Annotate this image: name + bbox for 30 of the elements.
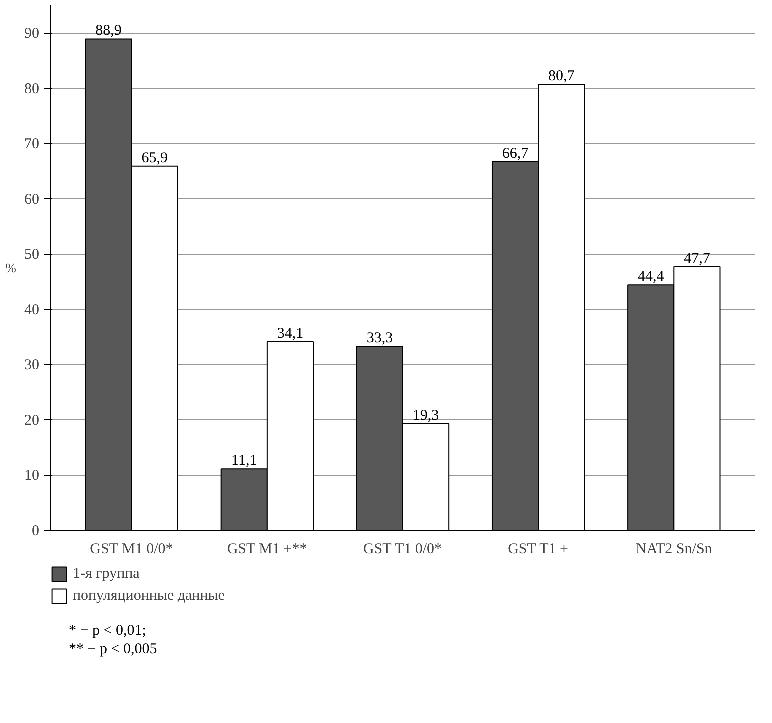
x-tick-label: GST M1 +** [227,542,308,558]
y-tick-label: 20 [24,412,40,429]
x-tick-label: GST M1 0/0* [90,542,174,558]
y-tick-label: 0 [32,524,40,540]
y-tick-label: 10 [24,468,40,484]
data-label: 44,4 [638,269,665,286]
data-label: 88,9 [96,23,122,40]
legend-label: 1-я группа [73,566,140,582]
data-label: 33,3 [366,330,394,346]
x-tick-label: GST T1 + [508,542,569,558]
y-tick-label: 30 [24,358,40,374]
y-tick-label: 80 [24,81,40,98]
data-label: 47,7 [684,250,711,267]
data-label: 66,7 [502,146,530,162]
x-tick-label: GST T1 0/0* [363,542,442,558]
y-tick-label: 60 [24,192,40,208]
y-tick-label: 70 [24,136,40,153]
data-label: 80,7 [548,68,576,85]
data-label: 65,9 [142,150,168,166]
text: ** − p < 0,005 [69,642,158,658]
y-tick-label: 90 [24,26,40,42]
x-tick-label: NAT2 Sn/Sn [636,542,713,558]
y-axis-title: % [6,260,17,276]
text: * − p < 0,01; [69,622,146,639]
legend-label: популяционные данные [73,588,225,604]
data-label: 11,1 [232,453,258,470]
y-tick-label: 50 [24,247,40,264]
data-label: 34,1 [277,326,304,342]
y-tick-label: 40 [24,302,40,318]
data-label: 19,3 [412,408,440,424]
